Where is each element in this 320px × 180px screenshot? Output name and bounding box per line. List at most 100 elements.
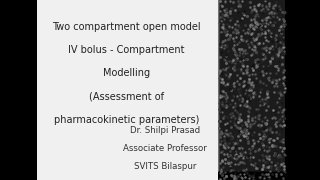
- Text: Dr. Shilpi Prasad: Dr. Shilpi Prasad: [130, 126, 200, 135]
- Bar: [218, 172, 286, 176]
- Bar: [219, 0, 246, 180]
- Bar: [218, 174, 286, 179]
- Bar: [219, 0, 235, 180]
- Bar: [220, 0, 267, 180]
- Text: (Assessment of: (Assessment of: [89, 92, 164, 102]
- Bar: [218, 175, 286, 179]
- Bar: [218, 172, 286, 177]
- Bar: [218, 173, 286, 177]
- Bar: [219, 0, 221, 180]
- Bar: [219, 0, 236, 180]
- Bar: [218, 175, 286, 179]
- Bar: [218, 172, 286, 177]
- Bar: [219, 0, 254, 180]
- Bar: [220, 0, 269, 180]
- Bar: [220, 0, 273, 180]
- Bar: [37, 0, 218, 180]
- Bar: [218, 175, 286, 180]
- Bar: [219, 0, 249, 180]
- Bar: [219, 0, 225, 180]
- Bar: [220, 0, 281, 180]
- Bar: [218, 173, 286, 178]
- Text: Two compartment open model: Two compartment open model: [52, 22, 201, 32]
- Bar: [219, 0, 234, 180]
- Bar: [218, 175, 286, 180]
- Bar: [218, 172, 286, 177]
- Bar: [218, 175, 286, 180]
- Bar: [218, 171, 286, 176]
- Bar: [219, 0, 227, 180]
- Bar: [218, 172, 286, 176]
- Bar: [218, 172, 286, 177]
- Bar: [220, 0, 285, 180]
- Bar: [218, 174, 286, 178]
- Bar: [220, 0, 257, 180]
- Bar: [219, 0, 220, 180]
- Bar: [220, 0, 276, 180]
- Bar: [220, 0, 275, 180]
- Bar: [218, 171, 286, 176]
- Bar: [218, 174, 286, 178]
- Bar: [219, 0, 233, 180]
- Bar: [219, 0, 247, 180]
- Bar: [219, 0, 252, 180]
- Bar: [218, 0, 219, 180]
- Bar: [220, 0, 261, 180]
- Bar: [220, 0, 280, 180]
- Bar: [219, 0, 253, 180]
- Bar: [220, 0, 282, 180]
- Bar: [218, 173, 286, 177]
- Bar: [218, 174, 286, 178]
- Bar: [219, 0, 226, 180]
- Bar: [218, 171, 286, 176]
- Bar: [220, 0, 255, 180]
- Text: pharmacokinetic parameters): pharmacokinetic parameters): [54, 115, 199, 125]
- Text: Associate Professor: Associate Professor: [123, 144, 207, 153]
- Bar: [219, 0, 228, 180]
- Bar: [220, 0, 284, 180]
- Bar: [218, 174, 286, 179]
- Bar: [220, 0, 260, 180]
- Bar: [219, 0, 229, 180]
- Bar: [220, 0, 258, 180]
- Bar: [218, 174, 286, 178]
- Text: IV bolus - Compartment: IV bolus - Compartment: [68, 45, 185, 55]
- Bar: [218, 176, 286, 180]
- Bar: [218, 172, 286, 176]
- Bar: [219, 0, 244, 180]
- Bar: [218, 173, 286, 177]
- Bar: [220, 0, 262, 180]
- Bar: [220, 0, 265, 180]
- Bar: [220, 0, 274, 180]
- Bar: [220, 0, 263, 180]
- Text: Modelling: Modelling: [103, 68, 150, 78]
- Bar: [219, 0, 237, 180]
- Bar: [218, 174, 286, 179]
- Bar: [220, 0, 259, 180]
- Bar: [218, 173, 286, 177]
- Bar: [219, 0, 231, 180]
- Bar: [219, 0, 239, 180]
- Bar: [219, 0, 251, 180]
- Bar: [219, 0, 242, 180]
- Bar: [218, 173, 286, 178]
- Bar: [220, 0, 277, 180]
- Bar: [219, 0, 238, 180]
- Bar: [218, 174, 286, 178]
- Bar: [218, 175, 286, 179]
- Bar: [219, 0, 223, 180]
- Bar: [218, 173, 286, 178]
- Bar: [218, 174, 286, 179]
- Bar: [220, 0, 271, 180]
- Bar: [219, 0, 250, 180]
- Bar: [218, 171, 286, 176]
- Bar: [218, 172, 286, 176]
- Bar: [220, 0, 270, 180]
- Bar: [219, 0, 241, 180]
- Bar: [219, 0, 245, 180]
- Bar: [220, 0, 266, 180]
- Bar: [218, 175, 286, 179]
- Bar: [219, 0, 230, 180]
- Bar: [220, 0, 278, 180]
- Bar: [218, 173, 286, 177]
